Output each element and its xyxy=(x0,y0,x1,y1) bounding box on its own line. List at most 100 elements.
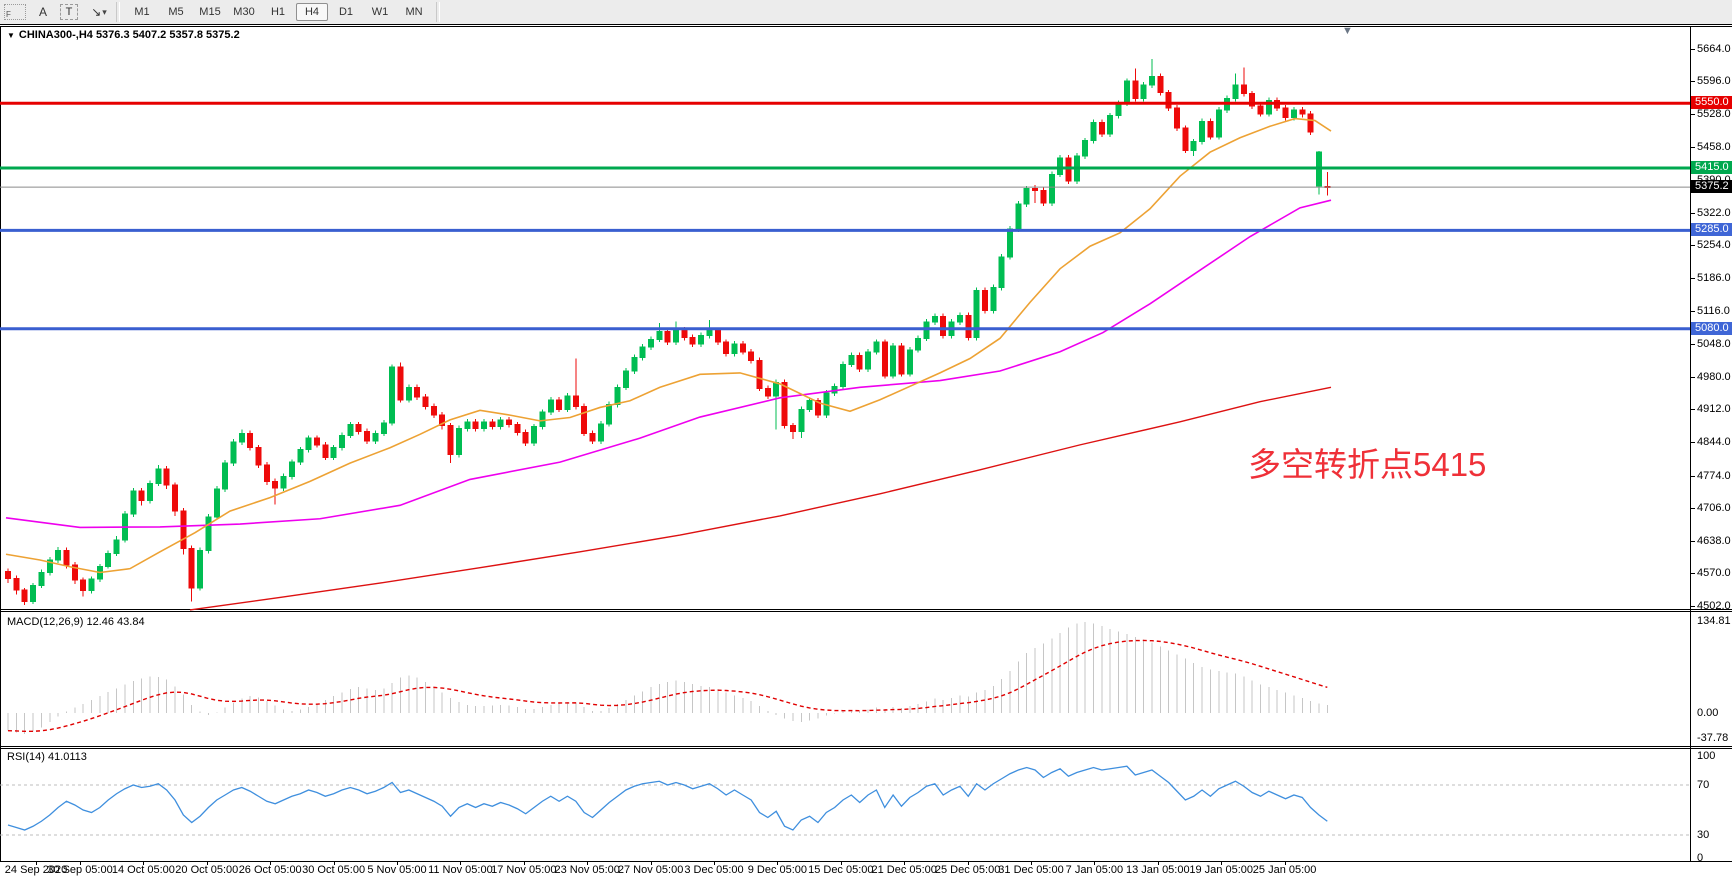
time-tick-label: 30 Sep 05:00 xyxy=(47,864,113,876)
macd-indicator-label: MACD(12,26,9) 12.46 43.84 xyxy=(7,616,145,628)
time-tick-label: 5 Nov 05:00 xyxy=(367,864,427,876)
time-tick-mark xyxy=(333,861,335,865)
macd-rsi-separator[interactable] xyxy=(0,746,1732,747)
time-tick-label: 25 Dec 05:00 xyxy=(934,864,1001,876)
time-tick-mark xyxy=(1031,861,1032,865)
chart-shift-marker-icon[interactable]: ▼ xyxy=(1342,25,1353,37)
cursor-tool-icon[interactable]: ↘ ▾ xyxy=(88,3,110,21)
rsi-scale-label: 70 xyxy=(1697,779,1710,791)
text-box-tool-icon[interactable]: T xyxy=(60,4,78,20)
price-badge-5080.0: 5080.0 xyxy=(1691,321,1732,335)
time-tick-mark xyxy=(1094,861,1096,865)
time-tick-mark xyxy=(1284,861,1286,865)
price-tick-label: 5254.0 xyxy=(1691,239,1731,252)
time-tick-mark xyxy=(206,861,208,865)
timeframe-button-h1[interactable]: H1 xyxy=(270,6,286,18)
main-macd-separator[interactable] xyxy=(0,611,1732,612)
toolbar-grip-icon[interactable]: F xyxy=(4,4,26,20)
time-tick-label: 13 Jan 05:00 xyxy=(1125,864,1190,876)
toolbar-separator xyxy=(436,2,440,22)
price-tick-label: 4570.0 xyxy=(1691,567,1731,580)
timeframe-button-mn[interactable]: MN xyxy=(405,6,423,18)
time-tick-mark xyxy=(650,861,652,865)
price-tick-label: 4912.0 xyxy=(1691,403,1731,416)
macd-signal-line xyxy=(7,639,1328,733)
price-tick-label: 4980.0 xyxy=(1691,370,1731,383)
mid-ma-line xyxy=(5,199,1332,529)
price-tick-label: 5116.0 xyxy=(1691,305,1730,318)
time-tick-label: 9 Dec 05:00 xyxy=(747,864,808,876)
price-badge-5285.0: 5285.0 xyxy=(1691,223,1732,237)
chart-left-border xyxy=(0,26,1,862)
time-axis-border xyxy=(0,861,1732,862)
price-axis-border xyxy=(1690,26,1691,862)
top-toolbar: F A T ↘ ▾ M1 M5 M15 M30 H1 H4 D1 W1 MN xyxy=(0,0,1732,24)
price-tick-label: 5322.0 xyxy=(1691,206,1731,219)
timeframe-button-m15[interactable]: M15 xyxy=(199,6,221,18)
rsi-scale-label: 30 xyxy=(1697,829,1710,841)
time-tick-label: 31 Dec 05:00 xyxy=(998,864,1064,876)
fast-ma-line xyxy=(5,117,1332,574)
time-tick-mark xyxy=(143,861,145,865)
time-tick-label: 7 Jan 05:00 xyxy=(1065,864,1124,876)
macd-histogram-layer xyxy=(7,622,1328,735)
time-tick-mark xyxy=(270,861,272,865)
rsi-indicator-label: RSI(14) 41.0113 xyxy=(7,751,87,763)
timeframe-button-m5[interactable]: M5 xyxy=(168,6,184,18)
candles-layer xyxy=(5,59,1331,606)
window-border xyxy=(0,24,1732,25)
time-tick-label: 20 Oct 05:00 xyxy=(175,864,239,876)
chart-top-border xyxy=(0,26,1732,27)
price-tick-label: 5596.0 xyxy=(1691,75,1731,88)
price-tick-label: 5664.0 xyxy=(1691,42,1731,55)
time-tick-mark xyxy=(967,861,969,865)
time-tick-label: 25 Jan 05:00 xyxy=(1252,864,1317,876)
macd-scale-label: 0.00 xyxy=(1697,707,1719,719)
time-tick-mark xyxy=(460,861,462,865)
timeframe-button-h4[interactable]: H4 xyxy=(296,3,328,21)
text-label-tool-icon[interactable]: A xyxy=(38,5,47,19)
rsi-scale-label: 100 xyxy=(1697,750,1716,762)
main-macd-separator[interactable] xyxy=(0,609,1732,610)
time-tick-label: 15 Dec 05:00 xyxy=(808,864,874,876)
time-tick-label: 14 Oct 05:00 xyxy=(111,864,175,876)
price-tick-label: 5458.0 xyxy=(1691,141,1731,154)
price-tick-label: 4774.0 xyxy=(1691,469,1731,482)
time-tick-mark xyxy=(1157,861,1159,865)
time-tick-label: 27 Nov 05:00 xyxy=(617,864,684,876)
time-tick-mark xyxy=(904,861,906,865)
time-tick-mark xyxy=(840,861,842,865)
price-badge-5415.0: 5415.0 xyxy=(1691,161,1732,175)
macd-rsi-separator[interactable] xyxy=(0,748,1732,749)
time-tick-mark xyxy=(777,861,779,865)
time-tick-mark xyxy=(587,861,589,865)
time-tick-label: 11 Nov 05:00 xyxy=(428,864,493,876)
time-tick-mark xyxy=(1221,861,1223,865)
time-tick-mark xyxy=(80,861,81,865)
macd-scale-label: -37.78 xyxy=(1697,732,1729,744)
timeframe-button-d1[interactable]: D1 xyxy=(338,6,354,18)
time-tick-mark xyxy=(36,861,37,865)
timeframe-button-group: M1 M5 M15 M30 H1 H4 D1 W1 MN xyxy=(126,3,430,21)
time-tick-label: 30 Oct 05:00 xyxy=(302,864,366,876)
rsi-scale-label: 0 xyxy=(1697,852,1704,864)
price-badge-5550.0: 5550.0 xyxy=(1691,96,1732,110)
timeframe-button-m1[interactable]: M1 xyxy=(134,6,150,18)
time-tick-label: 3 Dec 05:00 xyxy=(684,864,744,876)
annotation-text: 多空转折点5415 xyxy=(1248,446,1487,483)
time-tick-label: 23 Nov 05:00 xyxy=(554,864,620,876)
symbol-dropdown-icon[interactable]: ▼ xyxy=(7,30,15,40)
symbol-ohlc-text: CHINA300-,H4 5376.3 5407.2 5357.8 5375.2 xyxy=(18,29,240,41)
arrows-icon: ↘ xyxy=(91,5,102,19)
rsi-line xyxy=(7,765,1328,831)
chart-title: ▼ CHINA300-,H4 5376.3 5407.2 5357.8 5375… xyxy=(7,29,240,41)
timeframe-button-w1[interactable]: W1 xyxy=(371,6,389,18)
dropdown-caret-icon[interactable]: ▾ xyxy=(102,6,107,17)
price-tick-label: 4502.0 xyxy=(1691,600,1731,613)
price-badge-5375.2: 5375.2 xyxy=(1691,180,1732,194)
price-tick-label: 5048.0 xyxy=(1691,338,1731,351)
time-tick-label: 17 Nov 05:00 xyxy=(491,864,557,876)
timeframe-button-m30[interactable]: M30 xyxy=(233,6,255,18)
time-tick-mark xyxy=(523,861,525,865)
